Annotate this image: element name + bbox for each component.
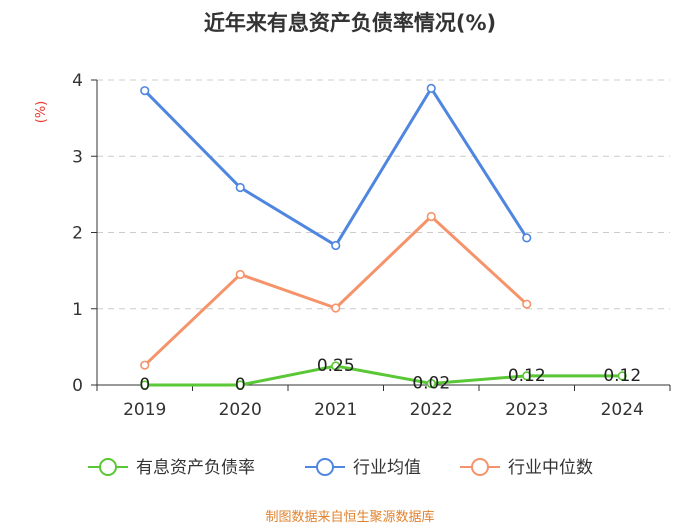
data-point xyxy=(617,371,627,381)
x-tick-label-2021: 2021 xyxy=(314,400,357,420)
series-0 xyxy=(140,361,627,390)
legend-item-2: 行业中位数 xyxy=(460,458,593,478)
y-tick-label: 3 xyxy=(72,147,83,167)
y-tick-label: 0 xyxy=(72,376,83,396)
series-line-1 xyxy=(143,86,529,247)
grid-lines xyxy=(97,79,670,310)
data-point xyxy=(522,371,532,381)
data-point xyxy=(522,233,532,243)
legend: 有息资产负债率 行业均值 行业中位数 xyxy=(88,458,593,478)
data-point xyxy=(140,380,150,390)
data-point xyxy=(140,86,150,96)
series-line-0 xyxy=(144,364,623,387)
y-tick-label: 4 xyxy=(72,71,83,91)
x-tick-label-2020: 2020 xyxy=(219,400,262,420)
data-point xyxy=(522,299,532,309)
legend-marker xyxy=(471,458,489,476)
data-point xyxy=(331,303,341,313)
series-layer xyxy=(140,83,627,390)
legend-marker xyxy=(316,458,334,476)
chart-title: 近年来有息资产负债率情况(%) xyxy=(204,11,496,35)
data-point xyxy=(426,83,436,93)
axes: 0 1 2 3 4 2019 2020 2021 2022 2023 2024 xyxy=(72,71,671,420)
data-point xyxy=(235,380,245,390)
y-tick-label: 1 xyxy=(72,300,83,320)
y-tick-label: 2 xyxy=(72,224,83,244)
data-label: 0.12 xyxy=(603,366,641,386)
data-point xyxy=(235,182,245,193)
legend-item-1: 行业均值 xyxy=(305,458,421,478)
data-point xyxy=(331,361,341,371)
series-1 xyxy=(140,83,532,251)
data-point xyxy=(235,269,245,280)
source-note: 制图数据来自恒生聚源数据库 xyxy=(265,509,434,525)
y-axis-unit-label: (%) xyxy=(34,101,49,124)
legend-label: 行业中位数 xyxy=(508,458,593,478)
series-2 xyxy=(140,211,532,370)
data-labels: 0 0 0.25 0.02 0.12 0.12 xyxy=(139,356,641,395)
data-label: 0.02 xyxy=(412,373,450,393)
legend-label: 行业均值 xyxy=(353,458,421,478)
x-tick-label-2023: 2023 xyxy=(505,400,548,420)
data-label: 0.25 xyxy=(317,356,355,376)
legend-marker xyxy=(99,458,117,476)
data-label: 0 xyxy=(235,375,246,395)
data-point xyxy=(426,378,436,389)
x-tick-label-2024: 2024 xyxy=(601,400,644,420)
data-point xyxy=(331,240,341,251)
data-label: 0 xyxy=(139,375,150,395)
x-tick-label-2022: 2022 xyxy=(410,400,453,420)
data-point xyxy=(140,360,150,370)
series-line-2 xyxy=(143,214,528,367)
legend-item-0: 有息资产负债率 xyxy=(88,458,255,478)
data-point xyxy=(426,211,436,222)
legend-label: 有息资产负债率 xyxy=(136,458,255,478)
x-tick-label-2019: 2019 xyxy=(123,400,166,420)
data-label: 0.12 xyxy=(508,366,546,386)
